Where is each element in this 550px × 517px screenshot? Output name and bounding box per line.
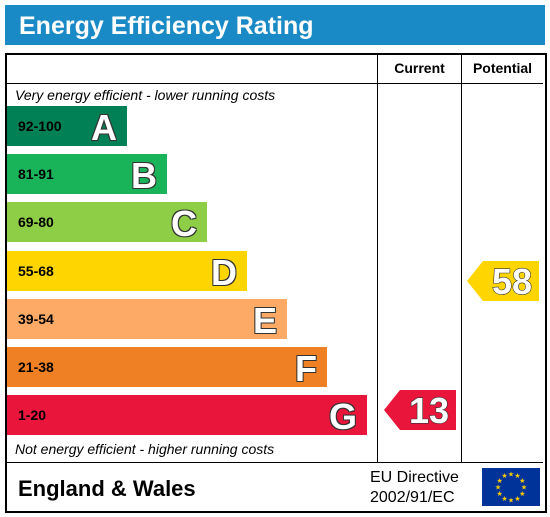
band-a: 92-100 A bbox=[7, 106, 127, 148]
band-c: 69-80 C bbox=[7, 202, 207, 244]
star-icon: ★ bbox=[508, 471, 514, 479]
star-icon: ★ bbox=[519, 477, 525, 485]
band-letter: E bbox=[252, 300, 277, 341]
current-rating-arrow: 13 bbox=[384, 390, 456, 430]
star-icon: ★ bbox=[521, 484, 527, 492]
band-range-label: 69-80 bbox=[18, 214, 54, 230]
column-divider-potential bbox=[461, 53, 462, 463]
band-g: 1-20 G bbox=[7, 395, 367, 437]
footer-divider bbox=[7, 462, 543, 463]
page-title: Energy Efficiency Rating bbox=[19, 12, 314, 40]
star-icon: ★ bbox=[501, 495, 507, 503]
directive-line-2: 2002/91/EC bbox=[370, 489, 455, 506]
title-bar: Energy Efficiency Rating bbox=[5, 5, 545, 45]
flag-field bbox=[482, 468, 540, 506]
star-icon: ★ bbox=[501, 472, 507, 480]
band-b: 81-91 B bbox=[7, 154, 167, 196]
star-icon: ★ bbox=[497, 477, 503, 485]
eu-directive: EU Directive 2002/91/EC bbox=[370, 468, 459, 508]
band-range-label: 81-91 bbox=[18, 166, 54, 182]
eu-flag-icon: ★★★★★★★★★ ★ ★★ bbox=[482, 468, 540, 506]
rating-arrow-shape bbox=[384, 390, 456, 430]
rating-value: 58 bbox=[492, 261, 532, 301]
band-letter: A bbox=[91, 107, 117, 148]
band-letter: D bbox=[211, 252, 237, 293]
rating-value: 13 bbox=[409, 390, 449, 430]
band-range-label: 55-68 bbox=[18, 263, 54, 279]
band-letter: F bbox=[295, 348, 317, 389]
band-letter: B bbox=[131, 155, 157, 196]
star-icon: ★ bbox=[497, 490, 503, 498]
band-f: 21-38 F bbox=[7, 347, 327, 389]
potential-column-header: Potential bbox=[472, 60, 533, 76]
star-icon: ★ bbox=[508, 497, 514, 505]
star-icon: ★ bbox=[495, 484, 501, 492]
band-range-label: 21-38 bbox=[18, 359, 54, 375]
column-divider-current bbox=[377, 53, 378, 463]
header-divider bbox=[7, 83, 543, 84]
band-letter: G bbox=[328, 396, 357, 437]
rating-table bbox=[5, 53, 547, 513]
band-e: 39-54 E bbox=[7, 299, 287, 341]
potential-rating-arrow: 58 bbox=[467, 261, 539, 301]
directive-line-1: EU Directive bbox=[370, 469, 459, 486]
band-d: 55-68 D bbox=[7, 251, 247, 293]
band-range-label: 39-54 bbox=[18, 311, 54, 327]
star-icon: ★ bbox=[519, 490, 525, 498]
note-inefficient: Not energy efficient - higher running co… bbox=[15, 441, 275, 457]
rating-arrow-shape bbox=[467, 261, 539, 301]
star-icon: ★ bbox=[514, 495, 520, 503]
band-range-label: 1-20 bbox=[18, 407, 47, 423]
star-icon: ★ bbox=[514, 472, 520, 480]
current-column-header: Current bbox=[394, 60, 445, 76]
band-letter: C bbox=[171, 203, 197, 244]
band-range-label: 92-100 bbox=[18, 118, 62, 134]
note-efficient: Very energy efficient - lower running co… bbox=[15, 87, 276, 103]
region-label: England & Wales bbox=[18, 476, 196, 501]
